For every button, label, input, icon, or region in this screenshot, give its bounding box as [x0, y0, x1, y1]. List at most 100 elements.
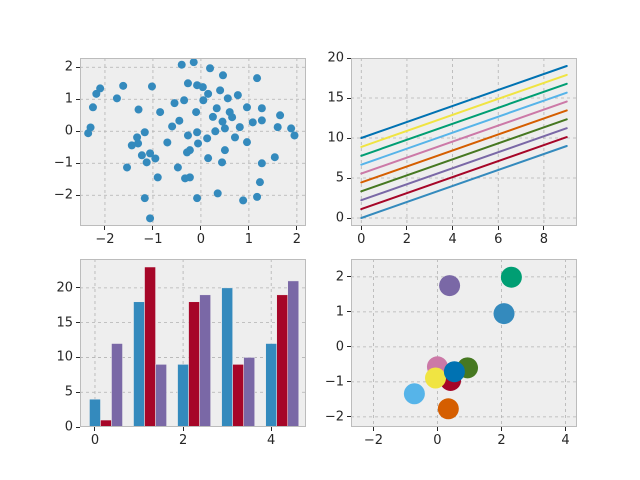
line-series [360, 109, 568, 184]
x-tick-label: 2 [292, 232, 302, 247]
y-tick-mark [76, 130, 80, 132]
bar [100, 419, 112, 427]
x-tick-label: −1 [143, 232, 163, 247]
line-series [360, 73, 568, 148]
scatter-point [156, 108, 165, 117]
y-tick-mark [76, 66, 80, 68]
x-tick-label: 0 [357, 232, 366, 247]
line-series [360, 145, 568, 219]
bar [89, 398, 101, 427]
y-tick-label: 5 [64, 384, 73, 400]
scatter-point [180, 96, 189, 105]
y-tick-mark [347, 177, 351, 179]
y-tick-label: 15 [327, 90, 344, 106]
scatter-point [206, 64, 215, 73]
scatter-point [192, 108, 201, 117]
x-tick-mark [182, 427, 184, 431]
scatter-point [183, 79, 192, 88]
scatter-point [153, 173, 162, 182]
scatter-point [220, 146, 229, 155]
line-series [360, 136, 568, 211]
scatter-point [199, 96, 208, 105]
x-tick-label: 8 [539, 232, 549, 247]
scatter-point [183, 131, 192, 140]
bar [177, 364, 189, 427]
scatter-point [216, 86, 225, 95]
scatter-point [218, 71, 227, 80]
scatter-point [257, 104, 266, 113]
scatter-point [183, 148, 192, 157]
scatter-point [211, 127, 220, 136]
y-tick-label: 1 [64, 91, 73, 107]
line-series [360, 82, 568, 157]
x-tick-label: 0 [196, 232, 206, 247]
scatter-point [276, 111, 285, 120]
scatter-point [213, 189, 222, 198]
y-tick-mark [347, 217, 351, 219]
plot-area [80, 259, 306, 427]
scatter-point [88, 103, 97, 112]
x-tick-label: −2 [363, 433, 383, 448]
scatter-point [123, 163, 132, 172]
scatter-point [146, 149, 155, 158]
scatter-point [134, 105, 143, 114]
x-tick-mark [436, 427, 438, 431]
scatter-point [142, 158, 151, 167]
scatter-point [133, 133, 142, 142]
scatter-point [403, 383, 425, 405]
y-tick-mark [347, 57, 351, 59]
y-tick-mark [76, 322, 80, 324]
x-tick-label: 2 [497, 433, 506, 448]
scatter-point [493, 303, 515, 325]
scatter-point [287, 124, 296, 133]
line-series [360, 100, 568, 175]
y-tick-mark [76, 426, 80, 428]
scatter-point [500, 266, 522, 288]
scatter-point [168, 122, 177, 131]
y-tick-mark [76, 287, 80, 289]
scatter-point [119, 81, 128, 90]
subplot-lines-top-right: 0 2 4 6 8 0 5 10 15 20 [327, 52, 577, 246]
x-tick-mark [500, 427, 502, 431]
bar [199, 294, 211, 427]
scatter-point [218, 117, 227, 126]
scatter-point [208, 112, 217, 121]
x-tick-label: −2 [95, 232, 115, 247]
y-tick-label: 0 [335, 210, 344, 226]
x-tick-mark [406, 226, 408, 230]
x-tick-mark [152, 226, 154, 230]
x-tick-label: 1 [244, 232, 254, 247]
scatter-point [233, 91, 242, 100]
x-tick-mark [372, 427, 374, 431]
scatter-point [248, 118, 257, 127]
y-tick-label: −1 [53, 155, 73, 171]
y-tick-label: 0 [64, 419, 73, 435]
bar [221, 287, 233, 427]
scatter-point [193, 194, 202, 203]
line-series [360, 65, 568, 139]
scatter-point [255, 178, 264, 187]
y-tick-mark [76, 194, 80, 196]
x-tick-mark [360, 226, 362, 230]
scatter-point [235, 123, 244, 132]
bar [155, 364, 167, 427]
bar [188, 301, 200, 427]
bar [265, 343, 277, 427]
y-tick-mark [347, 346, 351, 348]
y-tick-mark [76, 391, 80, 393]
scatter-point [242, 103, 251, 112]
scatter-point [92, 89, 101, 98]
scatter-point [253, 192, 262, 201]
scatter-point [273, 123, 282, 132]
scatter-point [425, 367, 447, 389]
scatter-point [223, 94, 232, 103]
y-tick-label: −2 [324, 409, 344, 425]
scatter-point [242, 138, 251, 147]
scatter-point [146, 214, 155, 223]
x-tick-label: 4 [267, 433, 276, 448]
scatter-point [86, 123, 95, 132]
scatter-point [270, 153, 279, 162]
y-tick-mark [347, 416, 351, 418]
scatter-point [137, 151, 146, 160]
